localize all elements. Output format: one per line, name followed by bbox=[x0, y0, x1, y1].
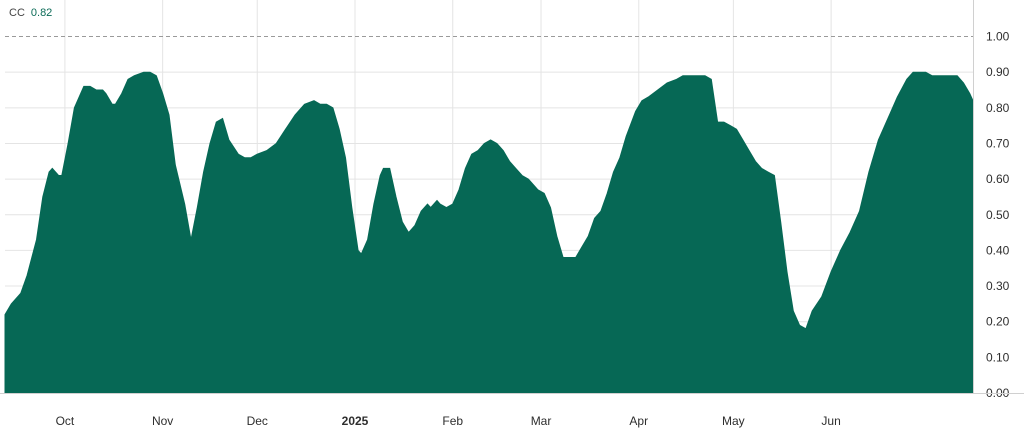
x-tick-label: Jun bbox=[821, 414, 840, 428]
y-tick-label: 0.10 bbox=[986, 350, 1010, 364]
chart-legend: CC 0.82 bbox=[9, 7, 52, 19]
y-tick-label: 0.50 bbox=[986, 208, 1010, 222]
series-area-layer bbox=[4, 71, 974, 394]
x-tick-label: Mar bbox=[531, 414, 552, 428]
x-tick-label: May bbox=[722, 414, 745, 428]
x-tick-label: Apr bbox=[629, 414, 648, 428]
x-tick-label: Dec bbox=[247, 414, 268, 428]
y-tick-label: 1.00 bbox=[986, 30, 1010, 44]
x-tick-label: Oct bbox=[56, 414, 75, 428]
y-tick-label: 0.60 bbox=[986, 172, 1010, 186]
y-tick-label: 0.30 bbox=[986, 279, 1010, 293]
x-tick-label: 2025 bbox=[342, 414, 369, 428]
y-axis: 0.000.100.200.300.400.500.600.700.800.90… bbox=[973, 0, 1010, 400]
y-tick-label: 0.80 bbox=[986, 101, 1010, 115]
y-tick-label: 0.70 bbox=[986, 136, 1010, 150]
y-tick-label: 0.90 bbox=[986, 65, 1010, 79]
y-tick-label: 0.40 bbox=[986, 243, 1010, 257]
y-tick-label: 0.20 bbox=[986, 315, 1010, 329]
legend-series-name: CC bbox=[9, 7, 25, 19]
x-tick-label: Feb bbox=[442, 414, 463, 428]
legend-last-value: 0.82 bbox=[30, 7, 53, 19]
series-area-cc bbox=[4, 71, 974, 394]
x-tick-label: Nov bbox=[152, 414, 173, 428]
x-axis: Oct Nov Dec 2025 Feb Mar Apr May Jun bbox=[0, 393, 1024, 428]
